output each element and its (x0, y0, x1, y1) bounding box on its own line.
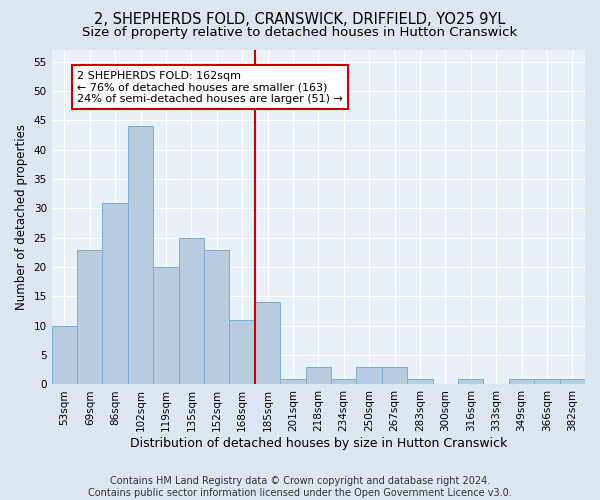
Bar (255, 302, 280, 384)
Bar (356, 367, 382, 384)
Bar (305, 367, 331, 384)
Bar (407, 378, 433, 384)
Text: 2, SHEPHERDS FOLD, CRANSWICK, DRIFFIELD, YO25 9YL: 2, SHEPHERDS FOLD, CRANSWICK, DRIFFIELD,… (94, 12, 506, 28)
Text: Contains HM Land Registry data © Crown copyright and database right 2024.
Contai: Contains HM Land Registry data © Crown c… (88, 476, 512, 498)
Bar (179, 238, 204, 384)
Bar (204, 250, 229, 384)
Y-axis label: Number of detached properties: Number of detached properties (15, 124, 28, 310)
Bar (382, 367, 407, 384)
Bar (534, 378, 560, 384)
Bar (52, 326, 77, 384)
Bar (229, 320, 255, 384)
Bar (509, 378, 534, 384)
Bar (280, 378, 305, 384)
Bar (458, 378, 484, 384)
Bar (560, 378, 585, 384)
Text: Size of property relative to detached houses in Hutton Cranswick: Size of property relative to detached ho… (82, 26, 518, 39)
Bar (77, 250, 103, 384)
X-axis label: Distribution of detached houses by size in Hutton Cranswick: Distribution of detached houses by size … (130, 437, 507, 450)
Text: 2 SHEPHERDS FOLD: 162sqm
← 76% of detached houses are smaller (163)
24% of semi-: 2 SHEPHERDS FOLD: 162sqm ← 76% of detach… (77, 70, 343, 104)
Bar (331, 378, 356, 384)
Bar (103, 202, 128, 384)
Bar (153, 267, 179, 384)
Bar (128, 126, 153, 384)
